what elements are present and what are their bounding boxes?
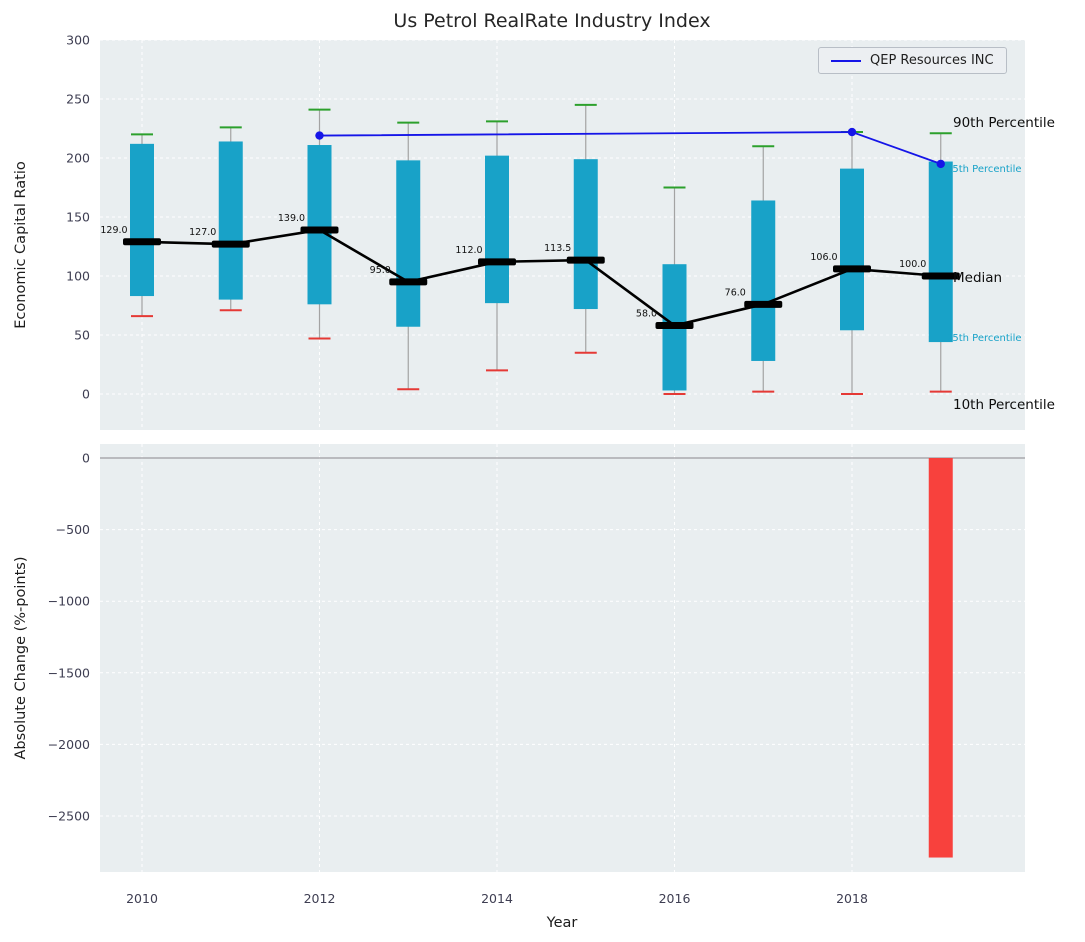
svg-text:2014: 2014 [481, 891, 513, 906]
annotation-10th-percentile: 10th Percentile [953, 397, 1055, 413]
svg-text:76.0: 76.0 [725, 287, 746, 298]
annotation-90th-percentile: 90th Percentile [953, 115, 1055, 131]
svg-text:2016: 2016 [659, 891, 691, 906]
svg-text:127.0: 127.0 [189, 227, 216, 238]
change-bars [928, 458, 953, 858]
chart-title: Us Petrol RealRate Industry Index [393, 10, 711, 32]
svg-text:2012: 2012 [304, 891, 336, 906]
median-line [141, 228, 941, 327]
svg-text:−500: −500 [56, 522, 90, 537]
annotation-75th-percentile: 75th Percentile [946, 164, 1022, 175]
svg-text:−1500: −1500 [48, 665, 90, 680]
svg-text:2018: 2018 [836, 891, 868, 906]
qep-series [315, 127, 945, 169]
svg-text:0: 0 [82, 451, 90, 466]
panel-backgrounds [100, 40, 1025, 872]
svg-text:95.0: 95.0 [370, 265, 391, 276]
svg-text:139.0: 139.0 [278, 213, 305, 224]
svg-text:58.0: 58.0 [636, 309, 657, 320]
tick-labels: 0 50 100 150 200 250 300 0 −500 −1000 −1500 −2000 −2… [48, 33, 868, 907]
svg-text:112.0: 112.0 [455, 245, 482, 256]
svg-text:−2500: −2500 [48, 809, 90, 824]
x-axis-label: Year [546, 915, 578, 931]
svg-text:106.0: 106.0 [810, 252, 837, 263]
legend-label: QEP Resources INC [870, 53, 994, 68]
svg-text:129.0: 129.0 [100, 225, 127, 236]
svg-text:250: 250 [66, 92, 90, 107]
svg-text:100.0: 100.0 [899, 259, 926, 270]
top-y-axis-label: Economic Capital Ratio [13, 161, 29, 329]
svg-text:50: 50 [74, 328, 90, 343]
svg-text:2010: 2010 [126, 891, 158, 906]
svg-text:100: 100 [66, 269, 90, 284]
svg-text:113.5: 113.5 [544, 243, 571, 254]
svg-text:−2000: −2000 [48, 737, 90, 752]
legend: QEP Resources INC [818, 47, 1007, 74]
annotation-25th-percentile: 25th Percentile [946, 333, 1022, 344]
svg-text:300: 300 [66, 33, 90, 48]
svg-text:−1000: −1000 [48, 594, 90, 609]
median-markers: 129.0 127.0 139.0 95.0 112.0 113.5 58.0 76.0 106… [100, 213, 960, 330]
svg-text:150: 150 [66, 210, 90, 225]
bottom-y-axis-label: Absolute Change (%-points) [13, 556, 29, 760]
svg-text:0: 0 [82, 387, 90, 402]
svg-text:200: 200 [66, 151, 90, 166]
annotation-median: Median [953, 270, 1003, 286]
legend-line-swatch [831, 59, 861, 62]
